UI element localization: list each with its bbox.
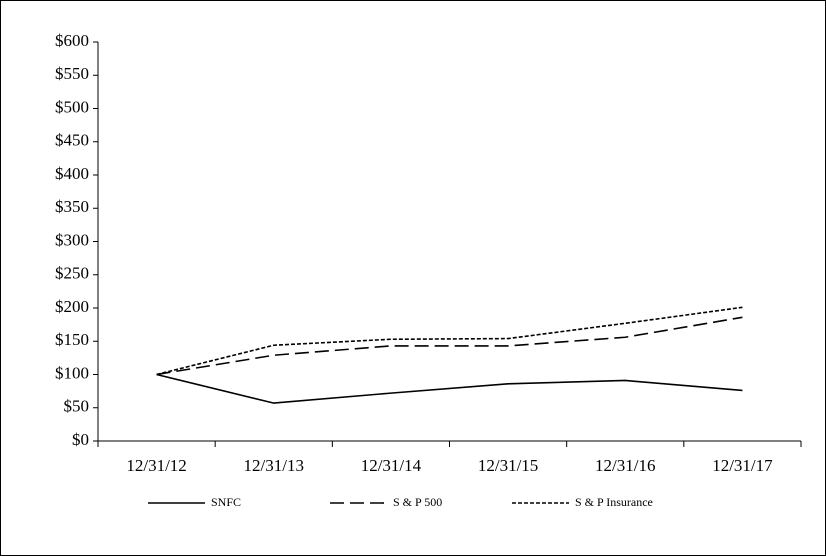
y-tick-label: $250 <box>55 264 89 283</box>
y-tick-label: $550 <box>55 64 89 83</box>
x-tick-label: 12/31/15 <box>478 456 538 475</box>
y-tick-label: $500 <box>55 97 89 116</box>
series-line <box>156 316 743 376</box>
legend-label: SNFC <box>211 495 241 509</box>
x-tick-label: 12/31/16 <box>595 456 655 475</box>
x-tick-label: 12/31/12 <box>126 456 186 475</box>
y-tick-label: $200 <box>55 297 89 316</box>
legend-label: S & P Insurance <box>575 495 653 509</box>
y-tick-label: $600 <box>55 31 89 50</box>
y-tick-label: $350 <box>55 197 89 216</box>
y-tick-label: $100 <box>55 363 89 382</box>
x-tick-label: 12/31/17 <box>712 456 773 475</box>
y-tick-label: $300 <box>55 230 89 249</box>
y-tick-label: $400 <box>55 164 89 183</box>
y-tick-label: $450 <box>55 131 89 150</box>
legend-label: S & P 500 <box>393 495 442 509</box>
series-line <box>156 373 743 404</box>
y-tick-label: $50 <box>64 397 90 416</box>
series-line <box>156 306 743 376</box>
x-tick-label: 12/31/14 <box>361 456 422 475</box>
y-tick-label: $150 <box>55 330 89 349</box>
x-tick-label: 12/31/13 <box>244 456 304 475</box>
y-tick-label: $0 <box>72 430 89 449</box>
